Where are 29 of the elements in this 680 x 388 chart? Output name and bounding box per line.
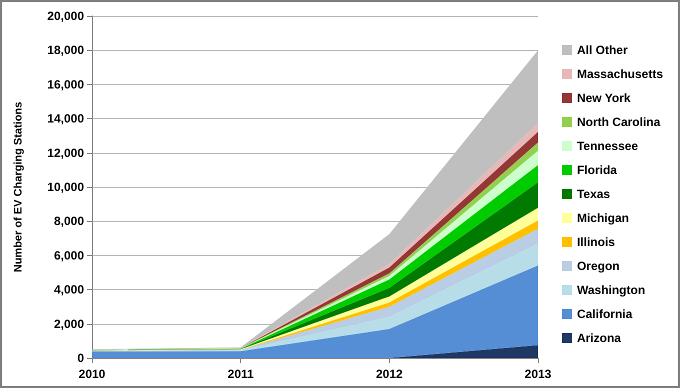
y-tick-label: 16,000 <box>47 77 84 92</box>
legend-label: Tennessee <box>576 139 638 153</box>
y-tick-label: 14,000 <box>47 112 84 126</box>
legend-label: California <box>576 307 633 321</box>
y-tick-label: 12,000 <box>47 146 84 160</box>
y-tick-label: 18,000 <box>47 43 84 58</box>
legend-label: New York <box>576 91 631 105</box>
legend-label: Arizona <box>576 331 622 345</box>
x-tick-label: 2013 <box>524 367 552 381</box>
y-tick-label: 8,000 <box>54 214 84 228</box>
legend-label: Washington <box>576 283 646 297</box>
legend-label: All Other <box>576 43 628 57</box>
legend-label: Illinois <box>576 235 616 249</box>
legend-label: Massachusetts <box>576 67 664 81</box>
y-tick-label: 10,000 <box>47 180 84 194</box>
y-tick-label: 6,000 <box>54 248 84 262</box>
y-tick-label: 4,000 <box>54 282 84 297</box>
y-axis-title: Number of EV Charging Stations <box>12 102 24 272</box>
x-tick-label: 2012 <box>376 367 404 381</box>
legend-label: North Carolina <box>576 115 661 129</box>
legend-label: Florida <box>576 163 618 177</box>
y-tick-label: 20,000 <box>47 9 84 23</box>
legend-label: Michigan <box>576 211 629 225</box>
x-tick-label: 2010 <box>78 367 106 381</box>
x-tick-label: 2011 <box>228 367 254 381</box>
y-tick-label: 2,000 <box>54 316 84 331</box>
y-tick-label: 0 <box>77 351 84 365</box>
legend-label: Texas <box>576 187 610 201</box>
legend-label: Oregon <box>576 259 620 273</box>
